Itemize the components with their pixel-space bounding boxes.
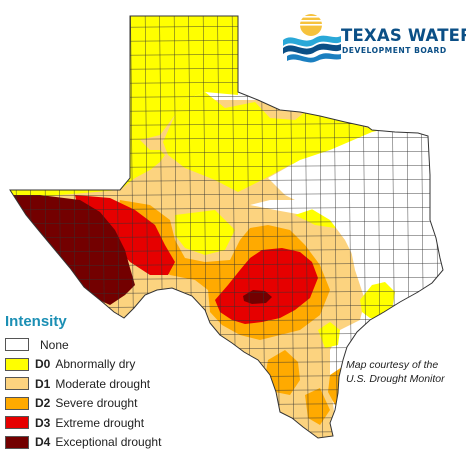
- legend-label: Moderate drought: [55, 376, 151, 391]
- legend-title: Intensity: [5, 313, 67, 330]
- zone-d2-south: [265, 350, 300, 395]
- zone-d0-cap: [130, 16, 238, 140]
- legend-label: Severe drought: [55, 396, 138, 411]
- credit-line-1: Map courtesy of the: [346, 359, 439, 371]
- legend-label: Abnormally dry: [55, 357, 136, 372]
- legend-item: D4 Exceptional drought: [5, 433, 215, 453]
- legend-item: D2 Severe drought: [5, 394, 215, 414]
- legend: Intensity None D0 Abnormally dry D1 Moderate…: [5, 313, 215, 452]
- zone-d0-southcoast: [318, 322, 340, 348]
- legend-swatch: [5, 357, 29, 371]
- legend-label: None: [40, 337, 69, 352]
- legend-item: None: [5, 335, 215, 355]
- legend-swatch: [5, 396, 29, 410]
- legend-item: D0 Abnormally dry: [5, 355, 215, 375]
- legend-swatch: [5, 377, 29, 391]
- twdb-logo: TEXAS WATER DEVELOPMENT BOARD: [283, 10, 466, 64]
- logo-wave-icon: [283, 35, 341, 47]
- legend-item: D1 Moderate drought: [5, 374, 215, 394]
- legend-code: D4: [35, 435, 51, 450]
- map-credit: Map courtesy of the U.S. Drought Monitor: [346, 358, 445, 386]
- zone-none-east: [268, 120, 443, 300]
- logo-wave-icon-3: [287, 53, 341, 63]
- texas-outline: [9, 15, 444, 439]
- legend-code: D1: [35, 376, 51, 391]
- legend-label: Exceptional drought: [55, 435, 162, 450]
- legend-item: D3 Extreme drought: [5, 413, 215, 433]
- zone-d2-southwest: [305, 388, 330, 425]
- legend-swatch: [5, 435, 29, 449]
- logo-wave-icon-2: [283, 43, 341, 55]
- legend-swatch: [5, 416, 29, 430]
- zone-d4-central: [243, 290, 272, 304]
- legend-code: D3: [35, 415, 51, 430]
- logo-title: TEXAS WATER: [341, 26, 466, 45]
- legend-code: D2: [35, 396, 51, 411]
- logo-graphic: [283, 14, 341, 63]
- credit-line-2: U.S. Drought Monitor: [346, 373, 445, 385]
- logo-subtitle: DEVELOPMENT BOARD: [342, 46, 447, 55]
- legend-code: D0: [35, 357, 51, 372]
- legend-label: Extreme drought: [55, 415, 145, 430]
- legend-swatch: [5, 338, 29, 352]
